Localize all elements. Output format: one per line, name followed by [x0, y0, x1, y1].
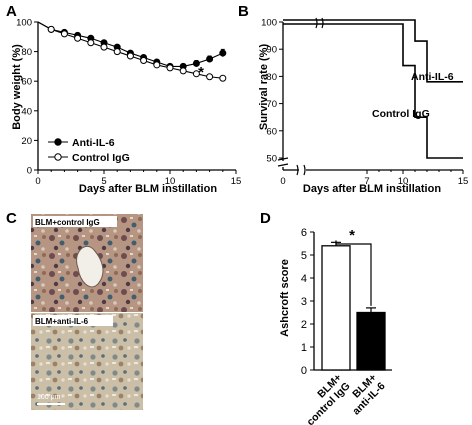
micrograph-anti-il6 [31, 313, 143, 410]
weight-point-control-igg [140, 56, 148, 64]
survival-curve-anti-il6 [283, 19, 463, 83]
weight-point-control-igg [100, 43, 108, 51]
scale-bar-label: 100 μm [37, 394, 61, 401]
ashcroft-bar-1 [321, 245, 351, 371]
scale-bar [37, 403, 65, 405]
ashcroft-y-tick-label: 6 [301, 227, 307, 239]
survival-curve-control-igg [283, 23, 463, 159]
weight-point-anti-il6 [206, 55, 214, 63]
weight-y-tick-label: 60 [21, 77, 32, 88]
lung-micrographs: BLM+control IgG BLM+anti-IL-6 100 μm [31, 214, 143, 410]
ashcroft-bar-2 [356, 311, 386, 371]
survival-x-tick-label: 0 [280, 176, 285, 187]
weight-y-tick-label: 20 [21, 136, 32, 147]
weight-point-control-igg [192, 70, 200, 78]
weight-point-control-igg [47, 25, 55, 33]
survival-y-tick-label: 80 [266, 72, 277, 83]
weight-point-anti-il6 [192, 59, 200, 67]
survival-y-tick-label: 100 [261, 18, 277, 29]
weight-y-tick-label: 80 [21, 47, 32, 58]
legend-label-control-igg: Control IgG [72, 152, 130, 164]
ashcroft-category-label-2: BLM+anti-IL-6 [342, 372, 388, 418]
significance-star-day14: * [198, 64, 204, 81]
legend-marker-control-igg [54, 153, 62, 161]
weight-series-line-anti-il6 [37, 21, 224, 67]
survival-label-control-igg: Control IgG [372, 108, 430, 120]
weight-y-tick-label: 0 [27, 166, 32, 177]
survival-chart: Survival rate (%) Days after BLM instill… [258, 18, 468, 196]
weight-point-control-igg [219, 74, 227, 82]
survival-x-axis-title: Days after BLM instillation [303, 183, 441, 195]
micrograph-label-box-bottom [33, 315, 113, 326]
legend-label-anti-il6: Anti-IL-6 [72, 137, 115, 149]
survival-x-tick-label: 15 [458, 176, 469, 187]
ashcroft-y-tick-label: 4 [301, 273, 307, 285]
ashcroft-y-axis-title: Ashcroft score [279, 259, 291, 337]
ashcroft-category-label-1: BLM+control IgG [296, 372, 353, 425]
weight-point-control-igg [153, 61, 161, 69]
weight-point-control-igg [60, 30, 68, 38]
survival-y-tick-label: 70 [266, 99, 277, 110]
weight-point-control-igg [166, 64, 174, 72]
survival-y-tick-label: 90 [266, 45, 277, 56]
micrograph-label-anti-il6: BLM+anti-IL-6 [35, 317, 89, 326]
survival-y-axis-title: Survival rate (%) [258, 44, 270, 131]
body-weight-chart: Body weight (%) Days after BLM instillat… [11, 18, 241, 196]
ashcroft-y-tick-label: 5 [301, 250, 307, 262]
survival-x-tick-label: 10 [398, 176, 409, 187]
weight-point-control-igg [113, 48, 121, 56]
weight-point-control-igg [126, 52, 134, 60]
significance-bracket [335, 240, 372, 306]
survival-x-tick-label: 7 [364, 176, 369, 187]
weight-y-tick-label: 40 [21, 106, 32, 117]
micrograph-label-box-top [33, 216, 117, 227]
ashcroft-y-tick-label: 1 [301, 342, 307, 354]
ashcroft-y-tick-label: 2 [301, 319, 307, 331]
weight-point-control-igg [74, 34, 82, 42]
panel-letter-d: D [260, 210, 271, 227]
weight-point-control-igg [179, 67, 187, 75]
survival-y-tick-label: 60 [266, 126, 277, 137]
survival-x-axis-break [296, 164, 306, 176]
survival-y-axis-break-gap [279, 161, 287, 167]
survival-label-anti-il6: Anti-IL-6 [411, 71, 454, 83]
body-weight-x-axis-title: Days after BLM instillation [79, 183, 217, 195]
weight-x-tick-label: 15 [231, 176, 242, 187]
weight-x-tick-label: 0 [35, 176, 40, 187]
micrograph-label-control-igg: BLM+control IgG [35, 218, 100, 227]
weight-y-tick-label: 100 [16, 18, 32, 29]
weight-point-control-igg [87, 39, 95, 47]
weight-x-tick-label: 10 [165, 176, 176, 187]
significance-star-ashcroft: * [349, 227, 355, 244]
ashcroft-y-tick-label: 0 [301, 365, 307, 377]
panel-letter-a: A [6, 3, 17, 20]
survival-curve-break [315, 17, 324, 29]
panel-letter-c: C [6, 210, 17, 227]
survival-y-tick-label: 50 [266, 154, 277, 165]
body-weight-y-axis-title: Body weight (%) [11, 44, 23, 130]
weight-point-control-igg [206, 73, 214, 81]
panel-letter-b: B [238, 3, 249, 20]
weight-point-anti-il6 [219, 49, 227, 57]
ashcroft-y-tick-label: 3 [301, 296, 307, 308]
legend-marker-anti-il6 [54, 138, 62, 146]
weight-x-tick-label: 5 [101, 176, 106, 187]
survival-y-axis-break [277, 157, 289, 167]
micrograph-airway-lumen [76, 245, 104, 288]
ashcroft-chart: Ashcroft score 0 1 2 3 4 5 6 BLM+control IgGBLM… [279, 227, 392, 425]
